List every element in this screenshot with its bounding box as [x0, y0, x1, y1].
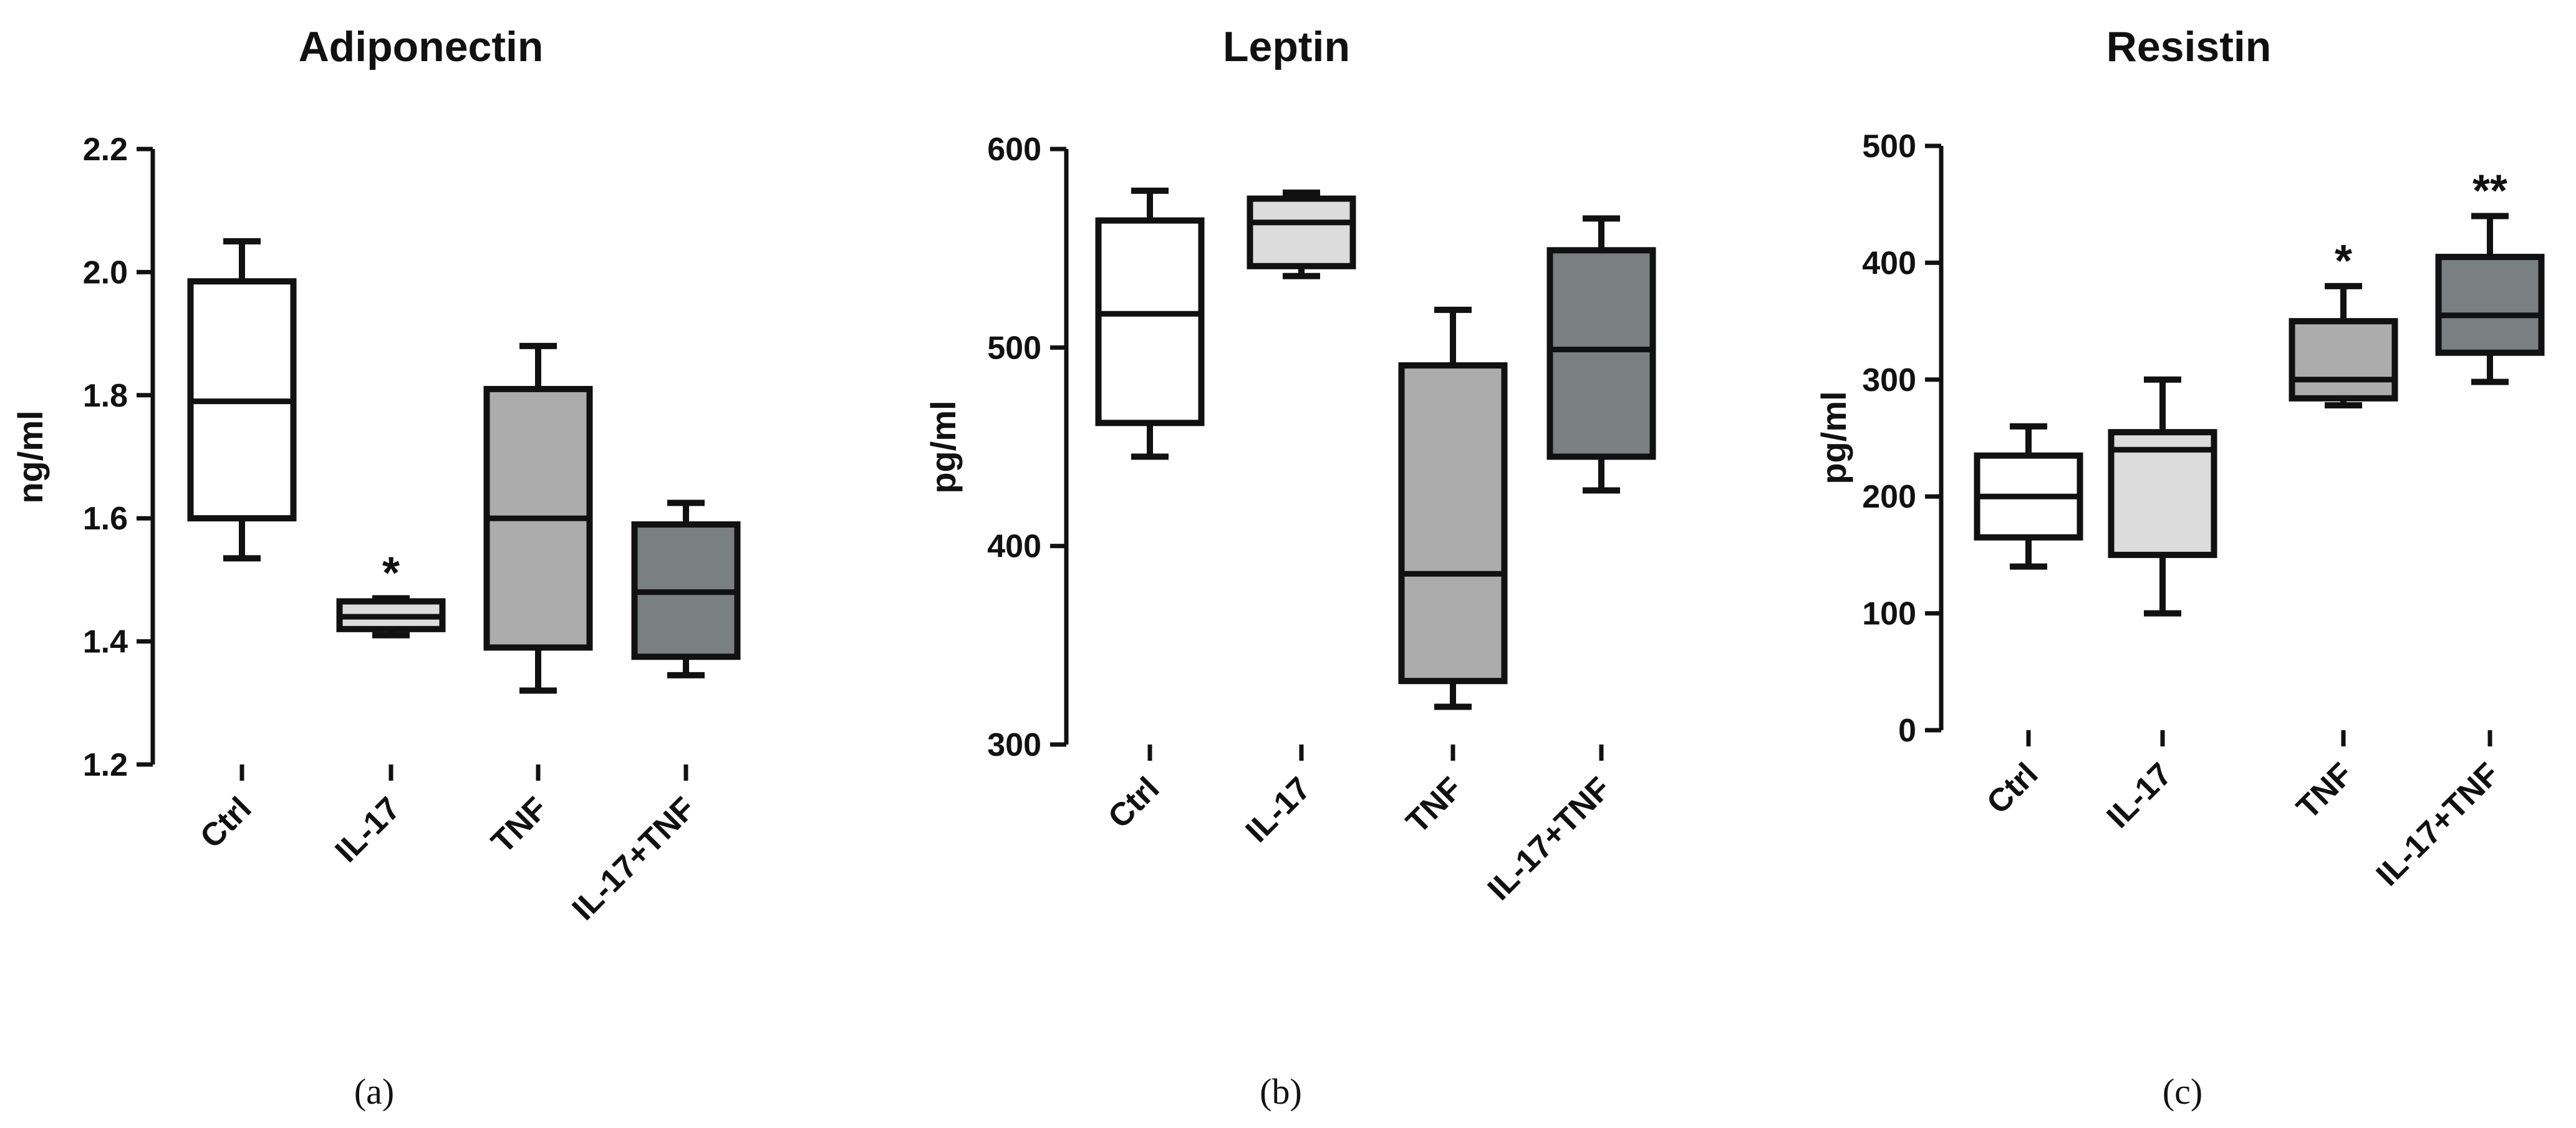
adiponectin-ctrl-category-label: Ctrl [193, 790, 258, 855]
leptin-il-17-plus-tnf-category-label: IL-17+TNF [1481, 770, 1618, 907]
leptin-il-17-plus-tnf-box [1546, 247, 1656, 460]
resistin-ctrl-category-label: Ctrl [1980, 756, 2045, 821]
resistin-tnf-box [2289, 318, 2398, 402]
resistin-tnf-category-label: TNF [2290, 756, 2360, 826]
resistin-y-tick-label: 400 [1862, 245, 1916, 281]
adiponectin-il-17-category-label: IL-17 [329, 790, 408, 869]
leptin-ctrl-box [1095, 217, 1205, 427]
leptin-chart-title: Leptin [1223, 23, 1350, 70]
resistin-il-17-plus-tnf-category-label: IL-17+TNF [2370, 756, 2507, 893]
adiponectin-y-tick-label: 1.8 [83, 378, 128, 414]
resistin-panel-label: (c) [2163, 1071, 2202, 1112]
leptin-y-tick-label: 400 [987, 529, 1041, 565]
resistin-panel: Resistin pg/ml (c) 0 100 200 300 400 500 Ctrl I… [1814, 23, 2545, 1112]
adiponectin-y-tick-label: 1.2 [83, 747, 128, 783]
adiponectin-il-17-significance-marker: * [382, 549, 400, 599]
adiponectin-panel-label: (a) [354, 1071, 394, 1112]
adiponectin-tnf-category-label: TNF [485, 790, 554, 860]
leptin-y-axis-label: pg/ml [924, 400, 963, 493]
resistin-y-tick-label: 300 [1862, 362, 1916, 398]
resistin-y-axis-label: pg/ml [1814, 391, 1853, 484]
leptin-ctrl-category-label: Ctrl [1101, 770, 1166, 835]
leptin-il-17-category-label: IL-17 [1239, 770, 1318, 849]
adiponectin-y-tick-label: 1.4 [83, 624, 128, 660]
adiponectin-y-tick-label: 1.6 [83, 501, 128, 537]
resistin-il-17-category-label: IL-17 [2100, 756, 2179, 835]
adiponectin-y-tick-label: 2.0 [83, 254, 128, 291]
resistin-y-tick-label: 0 [1898, 713, 1916, 749]
resistin-y-tick-label: 100 [1862, 596, 1916, 632]
leptin-y-tick-label: 500 [987, 330, 1041, 366]
resistin-y-tick-label: 200 [1862, 479, 1916, 515]
resistin-il-17-box [2108, 429, 2217, 558]
leptin-panel-label: (b) [1260, 1071, 1302, 1112]
leptin-y-tick-label: 600 [987, 132, 1041, 168]
resistin-il-17-plus-tnf-box [2435, 254, 2545, 356]
leptin-tnf-box [1398, 362, 1508, 685]
resistin-chart-title: Resistin [2106, 23, 2272, 70]
adiponectin-il-17-plus-tnf-category-label: IL-17+TNF [566, 790, 703, 927]
leptin-y-tick-label: 300 [987, 727, 1041, 763]
resistin-tnf-significance-marker: * [2335, 236, 2352, 286]
adiponectin-y-axis-label: ng/ml [11, 410, 50, 503]
adiponectin-y-tick-label: 2.2 [83, 132, 128, 168]
resistin-y-tick-label: 500 [1862, 128, 1916, 165]
adiponectin-panel: Adiponectin ng/ml (a) 1.2 1.4 1.6 1.8 2.0 2.2… [11, 23, 741, 1112]
adiponectin-chart-title: Adiponectin [299, 23, 544, 70]
resistin-il-17-plus-tnf-significance-marker: ** [2472, 166, 2507, 216]
leptin-il-17-box [1247, 195, 1356, 269]
leptin-panel: Leptin pg/ml (b) 300 400 500 600 Ctrl IL-17 TN… [924, 23, 1656, 1112]
leptin-tnf-category-label: TNF [1399, 770, 1469, 840]
